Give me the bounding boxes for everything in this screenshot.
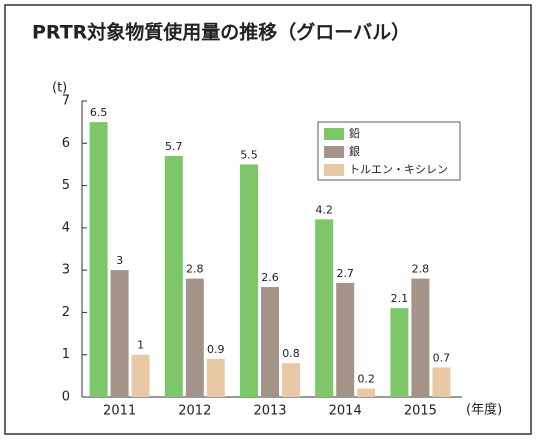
bar xyxy=(261,287,279,397)
value-label: 1 xyxy=(137,339,144,352)
bar xyxy=(206,358,225,397)
bar xyxy=(240,164,258,397)
value-label: 6.5 xyxy=(90,106,108,119)
value-label: 0.8 xyxy=(282,347,300,360)
y-tick-label: 4 xyxy=(62,220,70,235)
value-label: 2.8 xyxy=(412,263,430,276)
y-tick-label: 6 xyxy=(62,136,70,151)
x-tick-label: 2013 xyxy=(253,404,286,419)
legend-label: トルエン・キシレン xyxy=(349,163,448,176)
y-tick-label: 2 xyxy=(62,305,70,320)
legend-label: 鉛 xyxy=(349,126,360,140)
bar xyxy=(185,278,204,397)
bar xyxy=(89,122,108,398)
legend-swatch xyxy=(324,128,344,140)
value-label: 5.5 xyxy=(240,148,258,161)
bar xyxy=(164,155,183,397)
x-tick-label: 2014 xyxy=(329,404,362,419)
bar xyxy=(336,282,355,397)
value-label: 2.8 xyxy=(186,263,204,276)
bar xyxy=(357,388,376,397)
y-tick-label: 7 xyxy=(62,94,70,109)
value-label: 4.2 xyxy=(315,203,333,216)
bar xyxy=(390,308,409,397)
value-label: 3 xyxy=(116,254,123,267)
y-tick-label: 3 xyxy=(62,263,70,278)
bar xyxy=(110,270,129,397)
bar xyxy=(432,367,451,397)
bar xyxy=(315,219,334,397)
value-label: 0.2 xyxy=(357,373,375,386)
value-label: 2.1 xyxy=(391,292,409,305)
bar xyxy=(411,278,430,397)
y-tick-label: 0 xyxy=(62,390,70,405)
value-label: 5.7 xyxy=(165,140,183,153)
value-label: 2.7 xyxy=(336,267,354,280)
x-axis-label: (年度) xyxy=(466,402,502,418)
bar xyxy=(131,354,150,397)
legend-swatch xyxy=(324,164,344,176)
value-label: 0.9 xyxy=(207,343,225,356)
legend-label: 銀 xyxy=(349,144,360,158)
legend-swatch xyxy=(324,146,344,158)
value-label: 0.7 xyxy=(433,351,451,364)
x-tick-label: 2015 xyxy=(404,404,437,419)
value-label: 2.6 xyxy=(261,271,279,284)
chart-title: PRTR対象物質使用量の推移（グローバル） xyxy=(32,21,410,44)
y-tick-label: 5 xyxy=(62,178,70,193)
x-tick-label: 2011 xyxy=(103,404,136,419)
y-axis-label: (t) xyxy=(52,81,67,96)
x-tick-label: 2012 xyxy=(178,404,211,419)
bar xyxy=(282,363,300,397)
y-tick-label: 1 xyxy=(62,347,70,362)
